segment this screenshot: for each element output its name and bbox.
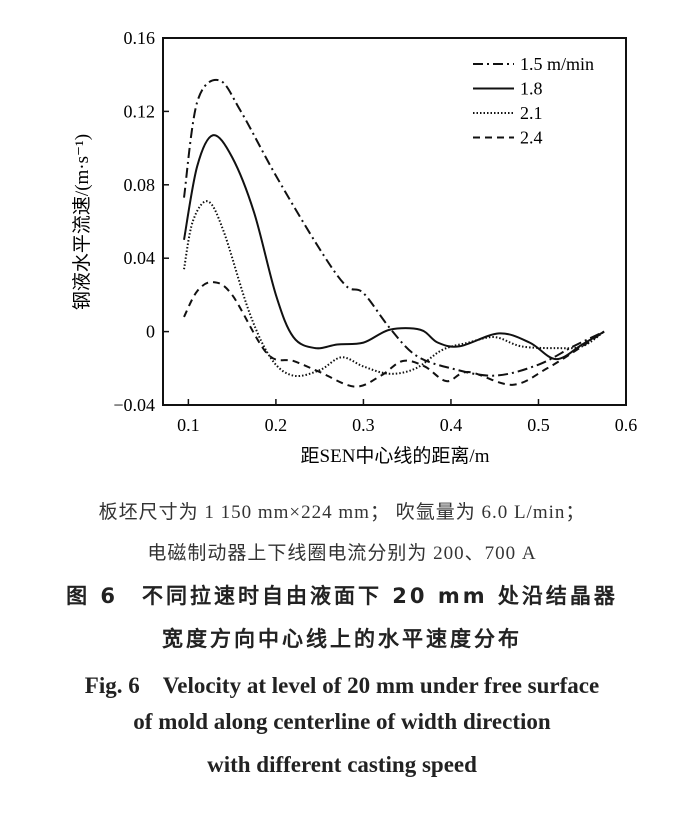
caption-note-1: 板坯尺寸为 1 150 mm×224 mm； 吹氩量为 6.0 L/min； bbox=[98, 502, 586, 523]
series-line-0 bbox=[183, 78, 605, 377]
caption-en-2: of mold along centerline of width direct… bbox=[133, 709, 551, 734]
series-line-3 bbox=[183, 281, 605, 388]
x-axis-label: 距SEN中心线的距离/m bbox=[301, 445, 490, 467]
velocity-chart: 0.1 0.2 0.3 0.4 0.5 0.6 0.16 0.12 0.08 0.04 0 −0.04… bbox=[71, 28, 638, 467]
legend-label: 2.1 bbox=[520, 103, 543, 123]
y-tick-label: 0.04 bbox=[124, 248, 156, 268]
y-tick-label: 0.08 bbox=[124, 175, 156, 195]
y-tick-label: 0 bbox=[146, 322, 155, 342]
caption-note-2: 电磁制动器上下线圈电流分别为 200、700 A bbox=[147, 543, 537, 564]
legend-label: 1.5 m/min bbox=[520, 54, 594, 74]
x-tick-label: 0.4 bbox=[440, 415, 463, 435]
x-tick-label: 0.2 bbox=[265, 415, 288, 435]
caption-cn-1: 图 6 不同拉速时自由液面下 20 mm 处沿结晶器 bbox=[66, 584, 618, 608]
series-line-1 bbox=[183, 134, 605, 361]
x-tick-label: 0.5 bbox=[527, 415, 550, 435]
caption-cn-2: 宽度方向中心线上的水平速度分布 bbox=[162, 627, 522, 651]
y-axis-label: 钢液水平流速/(m·s⁻¹) bbox=[71, 134, 93, 310]
x-tick-label: 0.3 bbox=[352, 415, 375, 435]
caption-en-1: Fig. 6 Velocity at level of 20 mm under … bbox=[84, 673, 600, 698]
y-tick-label: 0.16 bbox=[124, 28, 156, 48]
caption-en-3: with different casting speed bbox=[207, 752, 477, 777]
legend-label: 1.8 bbox=[520, 79, 543, 99]
x-tick-label: 0.6 bbox=[615, 415, 638, 435]
legend-label: 2.4 bbox=[520, 128, 543, 148]
y-tick-label: 0.12 bbox=[124, 101, 156, 121]
y-tick-label: −0.04 bbox=[113, 395, 155, 415]
x-tick-label: 0.1 bbox=[177, 415, 200, 435]
plot-frame bbox=[162, 37, 627, 406]
series-line-2 bbox=[183, 200, 605, 378]
